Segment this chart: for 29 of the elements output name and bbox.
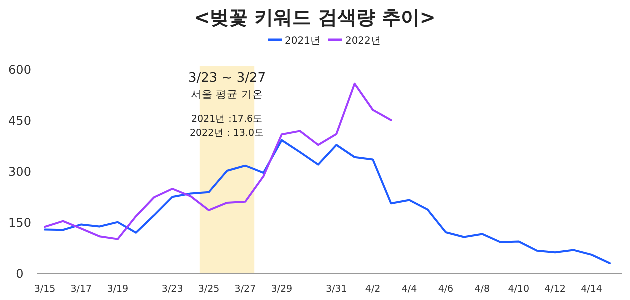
annotation: 2021년 :17.6도 [191, 114, 264, 125]
y-tick-label: 150 [8, 216, 32, 230]
x-tick-label: 4/2 [365, 284, 381, 295]
x-tick-label: 3/29 [271, 284, 293, 295]
y-tick-label: 0 [16, 267, 24, 281]
line-series [44, 139, 611, 264]
x-tick-label: 4/8 [474, 284, 490, 295]
y-tick-label: 300 [8, 165, 32, 179]
chart-title: <벚꽃 키워드 검색량 추이> [194, 7, 436, 29]
y-tick-label: 600 [8, 63, 32, 77]
x-tick-label: 4/4 [402, 284, 418, 295]
x-tick-label: 3/17 [70, 284, 92, 295]
line-series [44, 82, 392, 240]
y-tick-label: 450 [8, 114, 32, 128]
legend-label: 2021년 [285, 36, 320, 47]
x-tick-label: 3/25 [198, 284, 220, 295]
x-tick-label: 3/31 [326, 284, 348, 295]
x-tick-label: 4/6 [438, 284, 454, 295]
annotation: 서울 평균 기온 [190, 89, 264, 101]
x-tick-label: 3/23 [162, 284, 184, 295]
legend-label: 2022년 [345, 36, 381, 47]
x-tick-label: 4/10 [508, 284, 530, 295]
x-tick-label: 4/12 [544, 284, 566, 295]
x-tick-label: 3/15 [34, 284, 56, 295]
x-tick-label: 3/19 [107, 284, 129, 295]
x-tick-label: 4/14 [581, 284, 602, 295]
band-label: 3/23 ~ 3/27 [188, 71, 266, 86]
x-tick-label: 3/27 [234, 284, 256, 295]
annotation: 2022년 : 13.0도 [190, 128, 265, 139]
